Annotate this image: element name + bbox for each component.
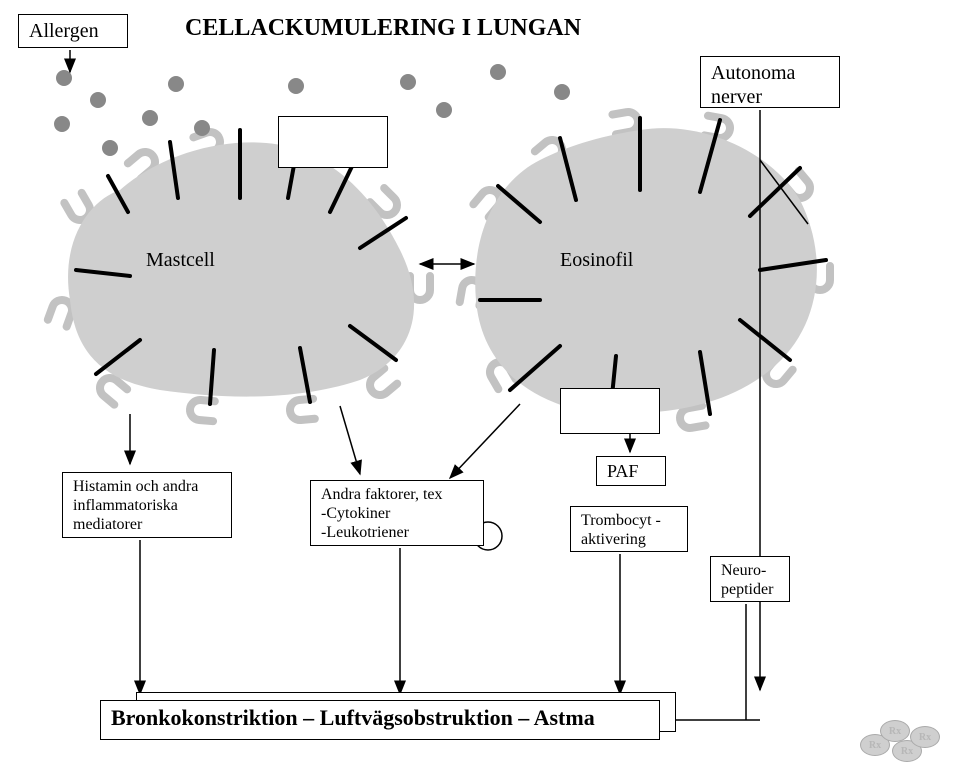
empty-mid-box — [560, 388, 660, 434]
eosinofil-label: Eosinofil — [560, 248, 633, 272]
coin-icon: Rx — [880, 720, 910, 742]
autonoma-box: Autonoma nerver — [700, 56, 840, 108]
autonoma-line2: nerver — [711, 86, 762, 108]
allergen-box: Allergen — [18, 14, 128, 48]
mastcell-label: Mastcell — [146, 248, 215, 272]
empty-top-box — [278, 116, 388, 168]
trombocyt-box: Trombocyt - aktivering — [570, 506, 688, 552]
allergen-label: Allergen — [29, 20, 99, 42]
bottom-box: Bronkokonstriktion – Luftvägsobstruktion… — [100, 700, 660, 740]
title-label: CELLACKUMULERING I LUNGAN — [185, 14, 581, 43]
histamin-box: Histamin och andra inflammatoriska media… — [62, 472, 232, 538]
neuropeptider-box: Neuro- peptider — [710, 556, 790, 602]
diagram-canvas — [0, 0, 960, 783]
paf-box: PAF — [596, 456, 666, 486]
autonoma-line1: Autonoma — [711, 62, 795, 84]
andra-box: Andra faktorer, tex -Cytokiner -Leukotri… — [310, 480, 484, 546]
coin-icon: Rx — [910, 726, 940, 748]
